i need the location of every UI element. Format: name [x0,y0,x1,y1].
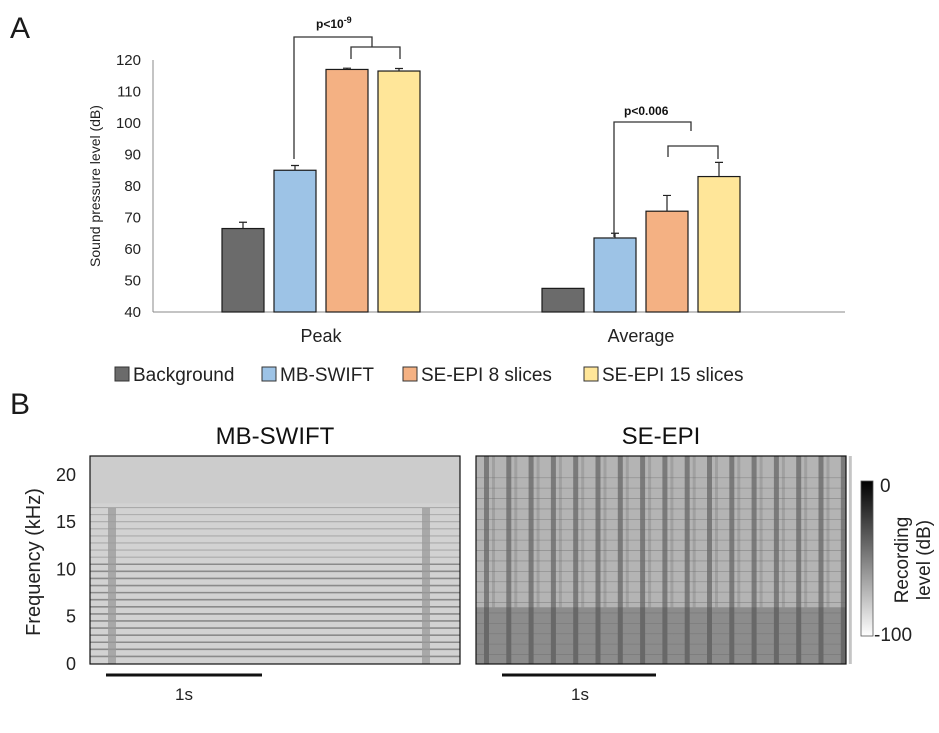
spectrogram-y-tick-label: 5 [66,607,76,627]
legend-swatch [261,366,277,382]
legend-label: SE-EPI 8 slices [421,365,552,386]
bar-mb-swift-average [593,237,637,313]
y-tick-label: 60 [124,241,141,258]
scale-bar-label-right: 1s [571,685,589,704]
legend-label: Background [133,365,234,386]
y-axis-title: Sound pressure level (dB) [87,105,103,267]
spectrogram-figure: MB-SWIFT SE-EPI 0 5 10 15 20 Frequency (kHz)… [23,423,935,704]
colorbar-label: Recordinglevel (dB) [892,517,935,604]
p-value-average: p<0.006 [624,104,669,118]
bar-se-epi-15-slices-peak [377,70,421,313]
bar-se-epi-15-slices-average [697,175,741,313]
bar-group [221,67,741,313]
error-bar [395,67,403,72]
bar-background-average [541,287,585,313]
significance-bracket-peak [293,36,401,159]
y-tick-label: 110 [117,84,141,101]
spectrogram-mb-swift [89,455,461,665]
colorbar-max: 0 [880,476,891,497]
error-bar [239,221,247,229]
legend-label: SE-EPI 15 slices [602,365,744,386]
significance-bracket-average [613,121,719,237]
y-tick-label: 100 [116,115,141,132]
spectrogram-y-tick-label: 10 [56,559,76,579]
spectrogram-se-epi [475,455,852,665]
colorbar: 0 -100 Recordinglevel (dB) [860,476,935,646]
legend-swatch [402,366,418,382]
legend-swatch [114,366,130,382]
p-value-peak: p<10-9 [316,15,352,31]
category-label-peak: Peak [300,326,342,346]
colorbar-min: -100 [874,625,912,646]
panel-a-label: A [10,12,30,45]
spectrogram-y-tick-label: 15 [56,512,76,532]
legend: Background MB-SWIFT SE-EPI 8 slices SE-EPI … [114,365,744,386]
spectrogram-title-mb-swift: MB-SWIFT [216,423,335,450]
error-bar [715,161,723,177]
spectrogram-y-tick-label: 20 [56,465,76,485]
category-label-average: Average [608,326,675,346]
spectrogram-title-se-epi: SE-EPI [622,423,701,450]
category-labels: Peak Average [300,326,674,346]
scale-bar-label-left: 1s [175,685,193,704]
y-tick-label: 50 [124,273,141,290]
panel-b-label: B [10,388,30,421]
error-bar [343,67,351,70]
error-bar [663,194,671,212]
error-bar [291,164,299,171]
y-tick-label: 120 [116,52,141,69]
legend-swatch [583,366,599,382]
bar-chart: 40 50 60 70 80 90 100 110 120 Sound pressure lev… [87,15,845,386]
legend-label: MB-SWIFT [280,365,374,386]
spectrogram-y-axis-title: Frequency (kHz) [23,488,45,636]
y-tick-labels: 40 50 60 70 80 90 100 110 120 [116,52,141,321]
y-tick-label: 80 [124,178,141,195]
bar-mb-swift-peak [273,169,317,313]
bar-se-epi-8-slices-average [645,210,689,313]
bar-background-peak [221,227,265,313]
y-tick-label: 40 [124,304,141,321]
spectrogram-y-tick-label: 0 [66,654,76,674]
bar-se-epi-8-slices-peak [325,68,369,313]
y-tick-label: 90 [124,147,141,164]
error-bar [611,232,619,238]
spectrogram-y-tick-labels: 0 5 10 15 20 [56,465,76,674]
y-tick-label: 70 [124,210,141,227]
